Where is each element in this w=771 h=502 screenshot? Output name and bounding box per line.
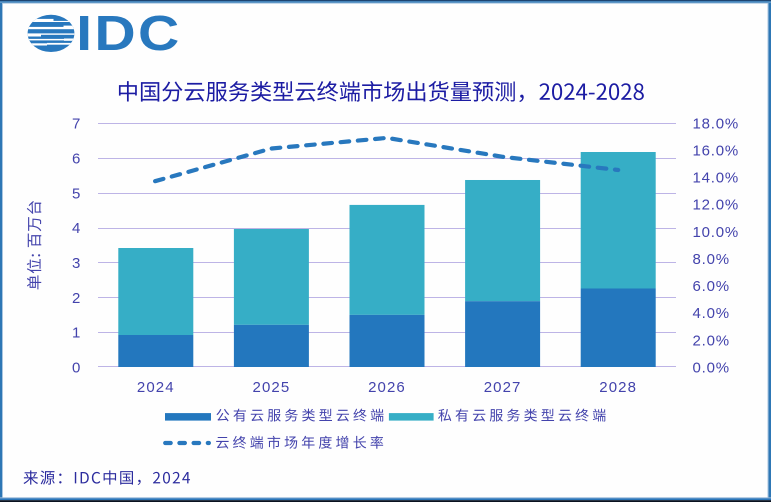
svg-text:4: 4 (72, 220, 80, 237)
svg-text:12.0%: 12.0% (693, 197, 740, 214)
svg-text:14.0%: 14.0% (693, 170, 740, 187)
svg-text:2: 2 (72, 290, 80, 307)
svg-text:16.0%: 16.0% (693, 143, 740, 160)
svg-text:2027: 2027 (484, 379, 522, 396)
svg-text:6: 6 (72, 151, 80, 168)
svg-text:10.0%: 10.0% (693, 224, 740, 241)
svg-text:2025: 2025 (253, 379, 291, 396)
svg-text:18.0%: 18.0% (693, 115, 740, 132)
svg-text:8.0%: 8.0% (693, 251, 730, 268)
svg-text:2024: 2024 (137, 379, 175, 396)
svg-text:2028: 2028 (599, 379, 637, 396)
svg-text:0: 0 (72, 360, 80, 377)
svg-text:2026: 2026 (368, 379, 406, 396)
svg-text:4.0%: 4.0% (693, 305, 730, 322)
svg-text:6.0%: 6.0% (693, 278, 730, 295)
svg-text:2.0%: 2.0% (693, 332, 730, 349)
svg-text:3: 3 (72, 255, 80, 272)
svg-text:0.0%: 0.0% (693, 359, 730, 376)
svg-text:5: 5 (72, 185, 80, 202)
svg-text:7: 7 (72, 116, 80, 133)
svg-text:1: 1 (72, 325, 80, 342)
